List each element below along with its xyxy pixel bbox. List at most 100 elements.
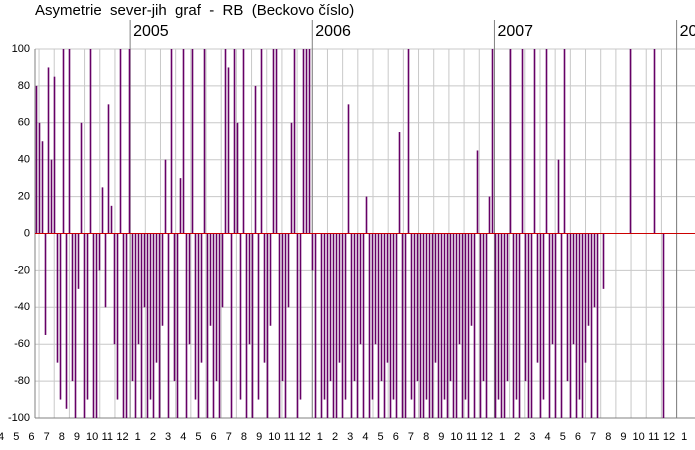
- bar: [167, 233, 170, 418]
- bar: [554, 233, 557, 418]
- bar: [374, 233, 377, 345]
- x-tick-label: 7: [590, 431, 596, 443]
- x-tick-label: 2: [150, 431, 156, 443]
- bar: [59, 233, 62, 400]
- bar: [116, 233, 119, 400]
- bar: [68, 49, 71, 234]
- x-tick-label: 2: [514, 431, 520, 443]
- bar: [323, 233, 326, 400]
- bar: [293, 49, 296, 234]
- bar: [557, 159, 560, 234]
- x-tick-label: 10: [86, 431, 98, 443]
- bar: [287, 233, 290, 308]
- x-tick-label: 1: [317, 431, 323, 443]
- bar: [662, 233, 665, 418]
- bar: [275, 49, 278, 234]
- x-tick-label: 9: [438, 431, 444, 443]
- bar: [332, 233, 335, 418]
- x-tick-label: 11: [466, 431, 477, 443]
- bar: [122, 233, 125, 418]
- bar: [482, 233, 485, 382]
- bar: [335, 233, 338, 418]
- bar: [242, 49, 245, 234]
- bar: [398, 132, 401, 234]
- bar: [254, 85, 257, 234]
- bar: [446, 233, 449, 418]
- bar: [533, 49, 536, 234]
- bar: [230, 233, 233, 418]
- bar: [473, 233, 476, 418]
- bar: [416, 233, 419, 382]
- x-tick-label: 6: [211, 431, 217, 443]
- bar: [113, 233, 116, 345]
- bar: [161, 233, 164, 326]
- bar: [488, 196, 491, 234]
- bar: [137, 233, 140, 345]
- bar: [308, 49, 311, 234]
- x-tick-label: 5: [13, 431, 19, 443]
- bar: [179, 178, 182, 234]
- bar: [500, 233, 503, 418]
- bar: [467, 233, 470, 418]
- bar: [227, 67, 230, 234]
- bar: [131, 233, 134, 382]
- year-label: 2005: [133, 23, 169, 40]
- bar: [422, 233, 425, 418]
- bar: [449, 233, 452, 382]
- bar: [503, 233, 506, 418]
- bar: [371, 233, 374, 400]
- bar: [290, 122, 293, 234]
- x-tick-label: 5: [560, 431, 566, 443]
- bar: [566, 233, 569, 382]
- bar: [581, 233, 584, 418]
- bar: [311, 233, 314, 271]
- bar: [44, 233, 47, 335]
- bar: [173, 233, 176, 382]
- bar: [305, 49, 308, 234]
- x-tick-label: 1: [681, 431, 687, 443]
- bar: [653, 49, 656, 234]
- bar: [413, 233, 416, 418]
- bar: [272, 49, 275, 234]
- x-tick-label: 11: [284, 431, 295, 443]
- bar: [104, 233, 107, 308]
- bar: [479, 233, 482, 418]
- bar: [593, 233, 596, 308]
- bar: [350, 233, 353, 418]
- bar: [494, 233, 497, 418]
- bar: [389, 233, 392, 418]
- bar: [584, 233, 587, 363]
- bar: [251, 233, 254, 418]
- bar: [629, 49, 632, 234]
- bar: [233, 49, 236, 234]
- bar: [125, 233, 128, 418]
- bar: [410, 233, 413, 400]
- x-tick-label: 1: [135, 431, 141, 443]
- x-tick-label: 8: [59, 431, 65, 443]
- bar: [596, 233, 599, 418]
- bar: [485, 233, 488, 418]
- bar: [407, 49, 410, 234]
- bar: [41, 141, 44, 234]
- bar: [257, 233, 260, 400]
- bar: [365, 196, 368, 234]
- bar: [587, 233, 590, 326]
- bar: [74, 233, 77, 418]
- bar: [380, 233, 383, 382]
- bar: [434, 233, 437, 363]
- bar: [509, 49, 512, 234]
- x-tick-label: 9: [74, 431, 80, 443]
- x-tick-label: 5: [378, 431, 384, 443]
- bar: [527, 233, 530, 418]
- bar: [455, 233, 458, 418]
- bar: [200, 233, 203, 363]
- year-label: 2006: [315, 23, 351, 40]
- x-tick-label: 7: [44, 431, 50, 443]
- y-tick-label: -20: [14, 264, 30, 276]
- x-tick-label: 8: [605, 431, 611, 443]
- bar: [359, 233, 362, 345]
- x-tick-label: 9: [256, 431, 262, 443]
- bar: [176, 233, 179, 418]
- bar: [572, 233, 575, 345]
- bar: [38, 122, 41, 234]
